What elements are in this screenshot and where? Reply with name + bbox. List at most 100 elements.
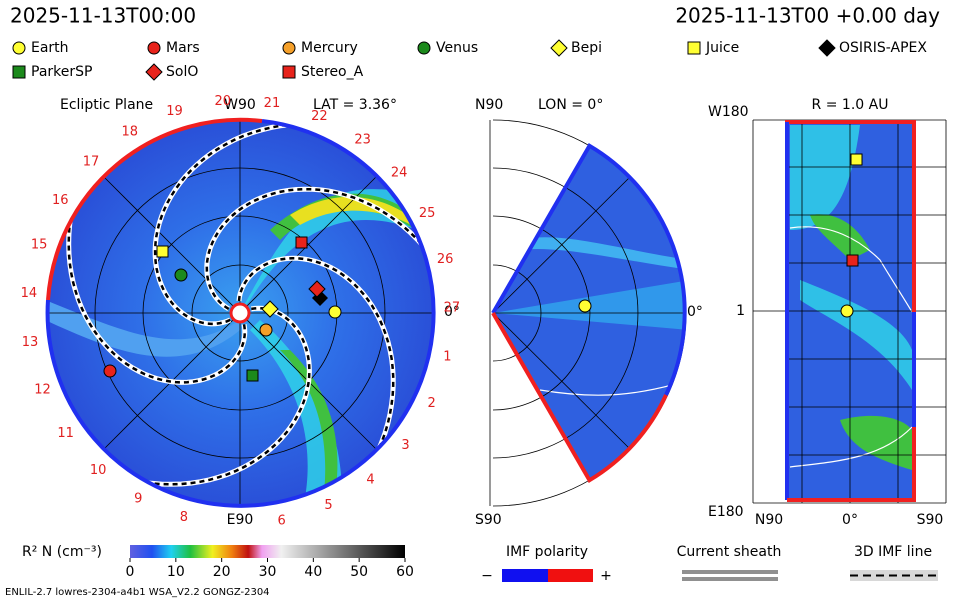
legend-label: ParkerSP — [31, 64, 92, 80]
imf-plus: + — [600, 568, 612, 584]
sector-number: 5 — [324, 498, 332, 513]
legend-label: Venus — [436, 40, 478, 56]
colorbar — [130, 545, 405, 558]
sector-number: 8 — [180, 510, 188, 525]
sector-number: 20 — [214, 94, 231, 109]
legend-marker — [417, 41, 431, 55]
boundary-pos — [45, 119, 436, 508]
tick-label: 60 — [396, 564, 414, 580]
meridional-panel: N90 LON = 0° S90 0° — [475, 97, 703, 528]
sector-number: 16 — [52, 193, 69, 208]
earth-marker — [840, 304, 854, 318]
sector-number: 18 — [121, 124, 138, 139]
legend-label: Mars — [166, 40, 200, 56]
sector-number: 21 — [264, 96, 281, 111]
imf-neg — [502, 569, 548, 582]
legend-marker — [282, 65, 296, 79]
sector-number: 4 — [366, 473, 374, 488]
label-s90: S90 — [475, 512, 502, 528]
imf-line — [205, 187, 433, 310]
label-lon: LON = 0° — [538, 97, 603, 113]
sheath-sample — [682, 577, 778, 581]
sector-number: 17 — [83, 155, 100, 170]
sector-number: 26 — [437, 252, 454, 267]
sector-number: 10 — [90, 463, 107, 478]
sector-number: 2 — [427, 396, 435, 411]
ecliptic-panel: Ecliptic Plane W90 LAT = 3.36° E90 0° — [45, 97, 460, 528]
label-e180: E180 — [708, 504, 744, 520]
legend-marker — [687, 41, 701, 55]
legend-label: Mercury — [301, 40, 358, 56]
legend-label: Stereo_A — [301, 64, 364, 80]
legend-marker — [282, 41, 296, 55]
sun — [229, 302, 251, 324]
label-n90: N90 — [755, 512, 783, 528]
time-right: 2025-11-13T00 +0.00 day — [675, 4, 940, 28]
venus-marker — [174, 268, 188, 282]
sheath-sample — [682, 570, 778, 574]
solo-marker — [308, 280, 326, 298]
label-1: 1 — [736, 303, 745, 319]
sector-number: 25 — [419, 206, 436, 221]
imf-line — [109, 306, 311, 486]
time-left: 2025-11-13T00:00 — [10, 4, 196, 28]
legend-label: OSIRIS-APEX — [839, 40, 927, 56]
stereo-marker — [846, 254, 859, 267]
tick-label: 20 — [213, 564, 231, 580]
legend-label: Earth — [31, 40, 69, 56]
sector-number: 9 — [134, 492, 142, 507]
label-n90: N90 — [475, 97, 503, 113]
label-e90: E90 — [227, 512, 254, 528]
earth-marker — [578, 299, 592, 313]
boundary-neg — [46, 117, 263, 301]
legend-marker — [145, 63, 163, 81]
sector-number: 11 — [57, 426, 74, 441]
tick-label: 0 — [126, 564, 135, 580]
colorbar-label: R² N (cm⁻³) — [22, 544, 102, 560]
imf-line — [237, 256, 395, 482]
ecliptic-title: Ecliptic Plane — [60, 97, 153, 113]
sector-number: 23 — [354, 133, 371, 148]
tick-label: 10 — [167, 564, 185, 580]
label-0: 0° — [444, 304, 460, 320]
sector-number: 19 — [166, 104, 183, 119]
legend-marker — [818, 39, 836, 57]
mercury-marker — [259, 323, 273, 337]
legend-label: Juice — [705, 40, 739, 56]
label-s90: S90 — [917, 512, 944, 528]
legend-marker — [147, 41, 161, 55]
radial-title: R = 1.0 AU — [812, 97, 889, 113]
imf-title: IMF polarity — [506, 544, 588, 560]
label-w180: W180 — [708, 104, 749, 120]
label-lat: LAT = 3.36° — [313, 97, 397, 113]
juice-marker — [156, 245, 169, 258]
stereo-marker — [295, 236, 308, 249]
sector-number: 3 — [401, 438, 409, 453]
tick-label: 30 — [259, 564, 277, 580]
legend-label: Bepi — [571, 40, 602, 56]
imf-pos — [548, 569, 593, 582]
imf-line — [153, 122, 325, 326]
imf-line-title: 3D IMF line — [854, 544, 932, 560]
radial-panel: R = 1.0 AU W180 E180 1 N90 0° S90 — [708, 97, 947, 528]
label-0: 0° — [687, 304, 703, 320]
colorbar-ticks: 0 10 20 30 40 50 60 — [126, 558, 414, 580]
legend-label: SolO — [166, 64, 198, 80]
sector-number: 1 — [443, 350, 451, 365]
sector-number: 12 — [34, 383, 51, 398]
sector-number: 24 — [391, 165, 408, 180]
legend-marker — [550, 39, 568, 57]
sector-number: 6 — [278, 513, 286, 528]
label-w90: W90 — [224, 97, 256, 113]
imf-line — [67, 182, 247, 384]
earth-marker — [328, 305, 342, 319]
legend: Earth Mars Mercury Venus Bepi Juice OSIRIS-APE… — [12, 39, 927, 81]
sector-number: 22 — [311, 109, 328, 124]
sector-number: 14 — [21, 286, 38, 301]
bepi-marker — [261, 300, 279, 318]
tick-label: 40 — [304, 564, 322, 580]
juice-marker — [850, 153, 863, 166]
sector-number: 15 — [31, 238, 48, 253]
sector-number: 13 — [22, 335, 39, 350]
